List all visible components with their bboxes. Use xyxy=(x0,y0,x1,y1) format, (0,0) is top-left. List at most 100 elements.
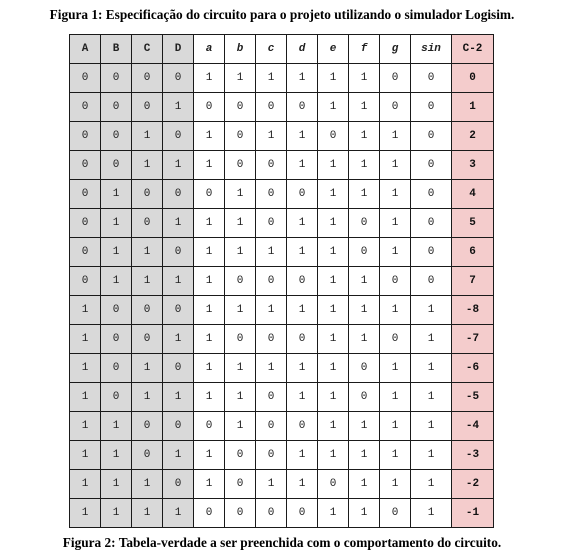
table-row: 1 0 0 0 1 1 1 1 1 1 1 1 -8 xyxy=(69,295,494,325)
segment-cell: 1 xyxy=(286,469,318,499)
segment-cell: 1 xyxy=(193,295,225,325)
segment-cell: 0 xyxy=(348,382,380,412)
input-cell: 0 xyxy=(131,324,163,354)
segment-cell: 1 xyxy=(286,382,318,412)
segment-cell: 1 xyxy=(410,469,452,499)
segment-cell: 1 xyxy=(379,179,411,209)
segment-cell: 0 xyxy=(410,92,452,122)
input-cell: 0 xyxy=(162,295,194,325)
column-header: D xyxy=(162,34,194,64)
segment-cell: 1 xyxy=(255,237,287,267)
segment-cell: 1 xyxy=(193,208,225,238)
segment-cell: 1 xyxy=(379,121,411,151)
segment-cell: 0 xyxy=(193,411,225,441)
segment-cell: 1 xyxy=(317,324,349,354)
column-header: d xyxy=(286,34,318,64)
input-cell: 1 xyxy=(131,353,163,383)
segment-cell: 1 xyxy=(193,324,225,354)
segment-cell: 1 xyxy=(286,353,318,383)
output-cell: 5 xyxy=(451,208,494,238)
segment-cell: 1 xyxy=(317,237,349,267)
segment-cell: 0 xyxy=(410,121,452,151)
segment-cell: 0 xyxy=(224,121,256,151)
segment-cell: 0 xyxy=(224,498,256,528)
segment-cell: 0 xyxy=(224,92,256,122)
segment-cell: 0 xyxy=(410,266,452,296)
segment-cell: 1 xyxy=(379,237,411,267)
input-cell: 0 xyxy=(162,121,194,151)
segment-cell: 1 xyxy=(348,92,380,122)
segment-cell: 0 xyxy=(379,92,411,122)
input-cell: 0 xyxy=(69,63,101,93)
segment-cell: 0 xyxy=(286,411,318,441)
segment-cell: 1 xyxy=(224,295,256,325)
segment-cell: 1 xyxy=(317,179,349,209)
input-cell: 1 xyxy=(100,266,132,296)
output-cell: -6 xyxy=(451,353,494,383)
column-header: e xyxy=(317,34,349,64)
segment-cell: 1 xyxy=(286,208,318,238)
segment-cell: 1 xyxy=(379,353,411,383)
input-cell: 0 xyxy=(69,179,101,209)
figure-1-caption: Figura 1: Especificação do circuito para… xyxy=(49,7,515,22)
table-row: 1 1 1 0 1 0 1 1 0 1 1 1 -2 xyxy=(69,469,494,499)
input-cell: 1 xyxy=(69,295,101,325)
input-cell: 0 xyxy=(131,92,163,122)
segment-cell: 0 xyxy=(255,382,287,412)
segment-cell: 1 xyxy=(379,411,411,441)
segment-cell: 0 xyxy=(410,208,452,238)
segment-cell: 1 xyxy=(317,382,349,412)
segment-cell: 1 xyxy=(193,353,225,383)
segment-cell: 0 xyxy=(286,179,318,209)
input-cell: 0 xyxy=(131,63,163,93)
segment-cell: 1 xyxy=(317,411,349,441)
segment-cell: 0 xyxy=(286,92,318,122)
figure-2-caption: Figura 2: Tabela-verdade a ser preenchid… xyxy=(62,535,502,550)
input-cell: 1 xyxy=(162,150,194,180)
segment-cell: 1 xyxy=(286,295,318,325)
output-cell: -8 xyxy=(451,295,494,325)
segment-cell: 1 xyxy=(379,150,411,180)
segment-cell: 0 xyxy=(410,63,452,93)
segment-cell: 1 xyxy=(379,295,411,325)
column-header: b xyxy=(224,34,256,64)
segment-cell: 1 xyxy=(286,150,318,180)
table-row: 1 1 1 1 0 0 0 0 1 1 0 1 -1 xyxy=(69,498,494,528)
segment-cell: 1 xyxy=(224,63,256,93)
segment-cell: 0 xyxy=(255,324,287,354)
segment-cell: 0 xyxy=(255,92,287,122)
segment-cell: 0 xyxy=(193,498,225,528)
table-row: 1 0 1 0 1 1 1 1 1 0 1 1 -6 xyxy=(69,353,494,383)
input-cell: 0 xyxy=(69,150,101,180)
segment-cell: 1 xyxy=(410,353,452,383)
input-cell: 0 xyxy=(100,295,132,325)
input-cell: 1 xyxy=(162,266,194,296)
segment-cell: 1 xyxy=(193,469,225,499)
segment-cell: 0 xyxy=(255,208,287,238)
segment-cell: 1 xyxy=(348,121,380,151)
segment-cell: 1 xyxy=(193,266,225,296)
column-header: A xyxy=(69,34,101,64)
segment-cell: 1 xyxy=(317,353,349,383)
input-cell: 0 xyxy=(131,208,163,238)
input-cell: 0 xyxy=(131,179,163,209)
output-cell: -7 xyxy=(451,324,494,354)
segment-cell: 1 xyxy=(317,440,349,470)
segment-cell: 1 xyxy=(255,469,287,499)
input-cell: 1 xyxy=(69,411,101,441)
output-cell: -4 xyxy=(451,411,494,441)
output-cell: -5 xyxy=(451,382,494,412)
segment-cell: 0 xyxy=(224,324,256,354)
segment-cell: 0 xyxy=(348,237,380,267)
segment-cell: 1 xyxy=(255,295,287,325)
segment-cell: 0 xyxy=(224,150,256,180)
segment-cell: 1 xyxy=(317,150,349,180)
column-header: g xyxy=(379,34,411,64)
table-row: 1 1 0 0 0 1 0 0 1 1 1 1 -4 xyxy=(69,411,494,441)
segment-cell: 1 xyxy=(224,179,256,209)
